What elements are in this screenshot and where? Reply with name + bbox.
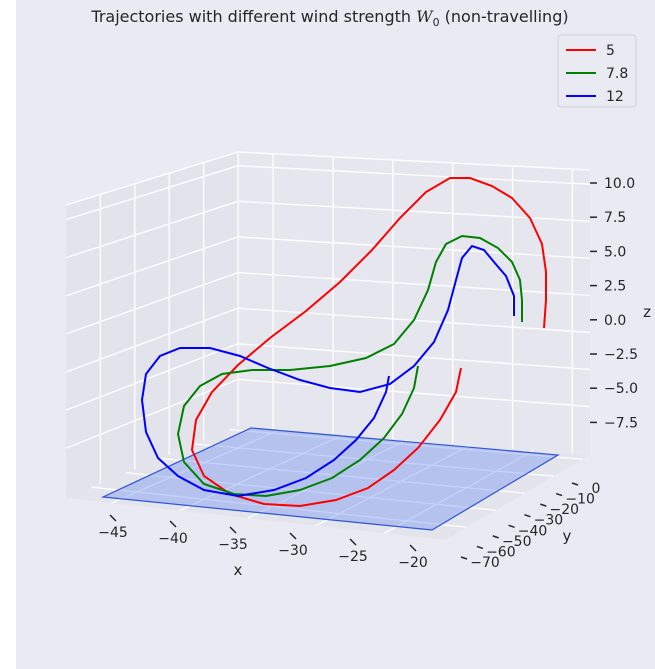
grid-line	[91, 486, 467, 528]
x-tick-mark	[349, 538, 357, 546]
y-tick-mark	[524, 514, 531, 518]
y-tick-label: −30	[534, 513, 564, 529]
back-pane-left	[66, 152, 238, 498]
x-axis-label: x	[234, 561, 243, 579]
grid-line	[384, 449, 534, 534]
z-tick-label: 5.0	[604, 244, 626, 260]
z-tick-label: 7.5	[604, 210, 626, 226]
z-tick-label: −5.0	[604, 381, 638, 397]
legend-label: 5	[606, 43, 615, 59]
y-tick-label: 0	[592, 481, 601, 497]
y-tick-mark	[492, 535, 499, 539]
grid-line	[126, 472, 496, 511]
grid-lines	[65, 151, 591, 534]
grid-line	[229, 428, 583, 460]
y-tick-label: −60	[486, 544, 516, 560]
series-line-12	[140, 244, 515, 498]
legend: 5 7.8 12	[557, 34, 637, 108]
grid-line	[160, 457, 525, 494]
x-tick-mark	[109, 514, 117, 522]
x-tick-mark	[289, 532, 297, 540]
y-tick-mark	[540, 503, 547, 507]
back-pane-right	[238, 152, 590, 455]
series-lines	[140, 177, 547, 508]
y-tick-label: −70	[470, 555, 500, 571]
x-tick-label: −45	[98, 525, 128, 541]
legend-label: 7.8	[606, 66, 628, 82]
x-tick-mark	[229, 526, 237, 534]
x-tick-label: −25	[338, 549, 368, 565]
y-tick-mark	[460, 556, 468, 560]
z-tick-label: −7.5	[604, 415, 638, 431]
chart-title-subscript: 0	[433, 16, 440, 29]
chart-title-symbol: W	[416, 7, 434, 26]
y-tick-label: −20	[550, 502, 580, 518]
z-axis-ticks: 10.0 7.5 5.0 2.5 0.0 −2.5 −5.0 −7.5	[590, 176, 638, 431]
z-tick-label: 0.0	[604, 313, 626, 329]
grid-line	[194, 443, 554, 477]
x-tick-label: −20	[398, 555, 428, 571]
legend-label: 12	[606, 89, 624, 105]
chart-title-main: Trajectories with different wind strengt…	[90, 7, 411, 26]
x-tick-label: −40	[158, 531, 188, 547]
floor-pane	[66, 426, 590, 540]
x-tick-label: −35	[218, 537, 248, 553]
y-axis-label: y	[563, 527, 572, 545]
y-tick-label: −10	[565, 492, 595, 508]
z-tick-label: 10.0	[604, 176, 635, 192]
grid-line	[111, 428, 281, 504]
y-axis-ticks: −70−60−50−40−30−20−100	[460, 481, 601, 571]
grid-line	[315, 444, 471, 527]
series-line-5	[190, 177, 547, 508]
y-tick-label: −40	[518, 523, 548, 539]
x-tick-mark	[169, 520, 177, 528]
x-axis-ticks: −45 −40 −35 −30 −25 −20	[98, 514, 428, 571]
series-line-7.8	[176, 234, 523, 498]
x-tick-mark	[409, 544, 417, 552]
grid-line	[179, 434, 344, 512]
x-tick-label: −30	[278, 543, 308, 559]
y-tick-mark	[571, 482, 579, 486]
y-tick-mark	[508, 524, 515, 528]
legend-box	[557, 34, 637, 108]
z-tick-label: 2.5	[604, 279, 626, 295]
chart-title-suffix: (non-travelling)	[445, 7, 569, 26]
z-axis-label: z	[643, 303, 651, 321]
y-tick-mark	[555, 492, 563, 497]
y-tick-label: −50	[502, 534, 532, 550]
legend-items: 5 7.8 12	[566, 43, 628, 105]
z-tick-label: −2.5	[604, 347, 638, 363]
axes-3d	[65, 151, 591, 540]
y-tick-mark	[476, 545, 484, 550]
chart-title: Trajectories with different wind strengt…	[90, 7, 568, 30]
